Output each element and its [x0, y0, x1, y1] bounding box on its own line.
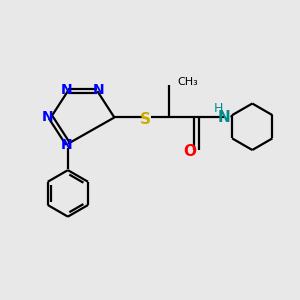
Text: H: H	[214, 102, 224, 115]
Text: S: S	[140, 112, 151, 127]
Text: N: N	[93, 82, 105, 97]
Text: N: N	[42, 110, 53, 124]
Text: N: N	[61, 138, 72, 152]
Text: N: N	[218, 110, 231, 125]
Text: N: N	[61, 82, 72, 97]
Text: O: O	[183, 144, 196, 159]
Text: CH₃: CH₃	[177, 77, 198, 87]
